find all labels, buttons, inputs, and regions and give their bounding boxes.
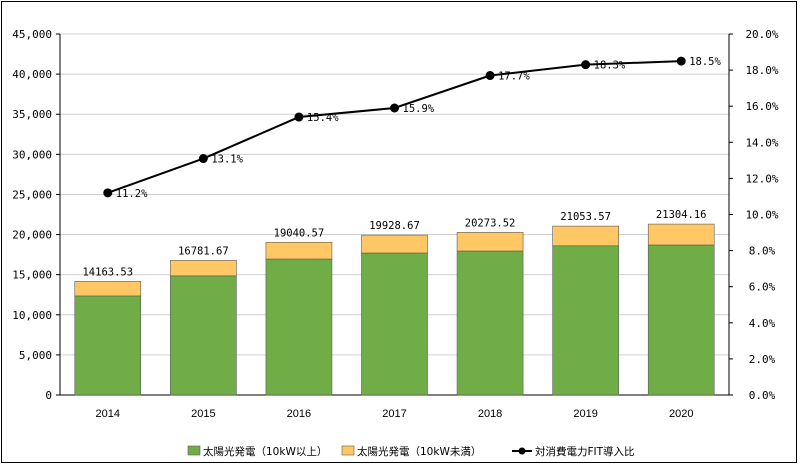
bar-total-label: 20273.52 <box>465 217 516 229</box>
bar-total-label: 19928.67 <box>369 220 420 232</box>
bar-total-label: 21304.16 <box>656 209 707 221</box>
legend-label-under-10kw: 太陽光発電（10kW未満） <box>357 445 481 458</box>
bar-under-10kw <box>361 234 428 254</box>
fit-ratio-label: 17.7% <box>498 71 530 83</box>
fit-ratio-label: 15.4% <box>307 112 339 124</box>
fit-ratio-point <box>485 71 495 81</box>
bar-under-10kw <box>170 260 237 277</box>
x-axis-category-label: 2019 <box>573 408 597 420</box>
fit-ratio-point <box>390 103 399 113</box>
x-axis-category-label: 2018 <box>478 408 502 420</box>
legend-marker-fit-ratio <box>518 447 526 455</box>
right-axis-tick-label: 8.0% <box>749 245 776 258</box>
legend-label-fit-ratio: 対消費電力FIT導入比 <box>535 445 635 458</box>
bar-under-10kw <box>552 225 619 247</box>
x-axis-category-label: 2017 <box>382 408 406 420</box>
left-axis-tick-label: 35,000 <box>12 108 52 121</box>
left-axis-tick-label: 15,000 <box>12 269 52 282</box>
x-axis-category-label: 2016 <box>287 408 311 420</box>
bar-10kw-and-above <box>265 258 333 396</box>
right-axis-tick-label: 2.0% <box>749 353 776 366</box>
bar-10kw-and-above <box>170 275 237 396</box>
bar-10kw-and-above <box>456 250 524 396</box>
left-axis-tick-label: 10,000 <box>12 309 52 322</box>
fit-ratio-label: 11.2% <box>116 188 148 200</box>
fit-ratio-label: 18.3% <box>594 60 626 72</box>
right-axis-tick-label: 18.0% <box>745 64 778 77</box>
right-axis-tick-label: 14.0% <box>745 136 778 149</box>
right-axis-tick-label: 10.0% <box>745 209 778 222</box>
legend-swatch-10kw-and-above <box>187 445 201 456</box>
x-axis-category-label: 2014 <box>96 408 120 420</box>
bar-total-label: 19040.57 <box>274 227 325 239</box>
fit-ratio-point <box>294 112 304 122</box>
bar-under-10kw <box>456 232 524 252</box>
left-axis-tick-label: 40,000 <box>12 68 52 81</box>
right-axis-tick-label: 0.0% <box>749 389 776 402</box>
right-axis-tick-label: 16.0% <box>745 100 778 113</box>
left-axis-tick-label: 45,000 <box>12 28 52 41</box>
fit-ratio-label: 18.5% <box>689 56 721 68</box>
fit-ratio-point <box>198 154 208 164</box>
left-axis-tick-label: 30,000 <box>12 148 52 161</box>
right-axis-tick-label: 4.0% <box>749 317 776 330</box>
bar-under-10kw <box>74 281 142 297</box>
bar-total-label: 16781.67 <box>178 245 229 257</box>
x-axis-category-label: 2020 <box>669 408 693 420</box>
right-axis-tick-label: 20.0% <box>745 28 778 41</box>
bar-10kw-and-above <box>361 252 428 396</box>
left-axis-tick-label: 25,000 <box>12 188 52 201</box>
bar-under-10kw <box>647 223 715 246</box>
bar-total-label: 14163.53 <box>82 266 133 278</box>
bar-under-10kw <box>265 241 333 260</box>
bar-10kw-and-above <box>74 295 142 396</box>
fit-ratio-line <box>107 60 682 194</box>
bar-total-label: 21053.57 <box>560 211 611 223</box>
left-axis-tick-label: 20,000 <box>12 229 52 242</box>
fit-ratio-label: 15.9% <box>403 103 435 115</box>
bar-10kw-and-above <box>647 244 715 396</box>
left-axis-tick-label: 0 <box>45 389 52 402</box>
legend-swatch-under-10kw <box>341 445 355 456</box>
fit-ratio-point <box>103 188 113 198</box>
fit-ratio-label: 13.1% <box>211 154 243 166</box>
fit-ratio-point <box>581 60 591 70</box>
right-axis-tick-label: 6.0% <box>749 281 776 294</box>
legend-label-10kw-and-above: 太陽光発電（10kW以上） <box>203 445 327 458</box>
bar-10kw-and-above <box>552 245 619 396</box>
right-axis-tick-label: 12.0% <box>745 172 778 185</box>
x-axis-category-label: 2015 <box>191 408 215 420</box>
left-axis-tick-label: 5,000 <box>19 349 52 362</box>
fit-ratio-point <box>676 56 686 66</box>
